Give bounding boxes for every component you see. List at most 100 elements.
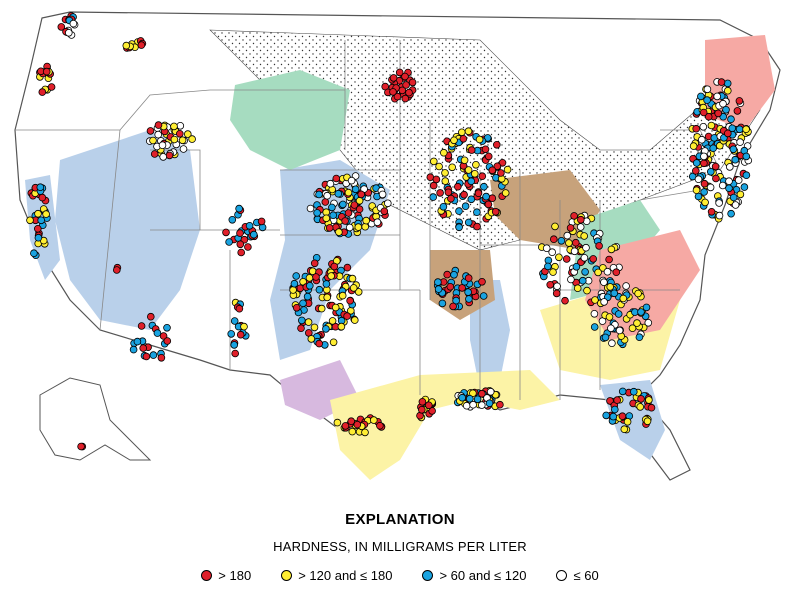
sample-point-blue: [250, 230, 258, 239]
sample-point-blue: [329, 211, 338, 220]
sample-point-blue: [245, 222, 254, 230]
sample-point-yellow: [594, 268, 602, 277]
sample-point-white: [65, 28, 73, 37]
sample-point-blue: [581, 268, 589, 276]
sample-point-blue: [723, 79, 732, 88]
sample-point-red: [157, 353, 166, 362]
sample-point-blue: [465, 295, 473, 303]
sample-point-white: [462, 401, 471, 410]
sample-point-red: [707, 208, 716, 216]
legend-label: ≤ 60: [573, 568, 599, 583]
sample-point-red: [571, 238, 580, 247]
sample-point-red: [405, 88, 413, 97]
sample-point-red: [159, 332, 168, 340]
sample-point-white: [644, 318, 653, 327]
sample-point-red: [236, 240, 245, 249]
sample-point-red: [493, 162, 502, 171]
sample-point-blue: [590, 323, 599, 331]
sample-point-blue: [458, 393, 467, 402]
sample-point-yellow: [348, 274, 357, 283]
sample-point-blue: [610, 289, 619, 298]
sample-point-blue: [735, 125, 744, 134]
sample-point-red: [492, 141, 501, 149]
sample-point-red: [346, 296, 354, 305]
sample-point-white: [306, 204, 315, 213]
sample-point-red: [296, 284, 305, 293]
sample-point-red: [700, 179, 709, 188]
sample-point-white: [718, 181, 727, 190]
sample-point-yellow: [289, 286, 297, 294]
sample-point-blue: [700, 188, 708, 196]
sample-point-red: [146, 127, 155, 135]
sample-point-blue: [230, 317, 239, 325]
sample-point-red: [401, 94, 410, 103]
sample-point-red: [478, 172, 487, 181]
sample-point-red: [444, 188, 453, 197]
sample-point-blue: [635, 333, 644, 342]
sample-point-red: [139, 344, 148, 352]
sample-point-red: [353, 420, 362, 429]
sample-point-yellow: [623, 417, 632, 426]
sample-point-red: [566, 224, 575, 232]
sample-point-red: [478, 389, 486, 398]
sample-point-yellow: [322, 214, 331, 223]
sample-point-blue: [614, 310, 623, 318]
sample-point-red: [488, 166, 497, 175]
sample-point-red: [443, 270, 452, 279]
sample-point-yellow: [645, 396, 653, 404]
sample-point-red: [589, 255, 597, 263]
sample-point-yellow: [633, 319, 641, 327]
sample-point-yellow: [607, 245, 616, 254]
sample-point-yellow: [707, 121, 716, 130]
sample-point-yellow: [338, 291, 347, 300]
sample-point-red: [549, 235, 558, 244]
legend-item-120-180: > 120 and ≤ 180: [281, 568, 392, 583]
sample-point-red: [561, 296, 569, 305]
sample-point-yellow: [634, 289, 642, 298]
sample-point-red: [357, 190, 366, 199]
sample-point-red: [478, 277, 486, 286]
sample-point-white: [176, 122, 185, 130]
sample-point-blue: [163, 323, 171, 332]
sample-point-red: [330, 262, 339, 271]
legend-label: > 60 and ≤ 120: [439, 568, 527, 583]
sample-point-red: [637, 395, 645, 403]
sample-point-red: [325, 224, 334, 232]
sample-point-white: [600, 278, 608, 287]
sample-point-red: [484, 152, 493, 161]
sample-point-yellow: [689, 142, 698, 150]
sample-point-white: [715, 199, 723, 207]
sample-point-red: [47, 83, 56, 91]
sample-point-red: [717, 78, 726, 86]
sample-point-blue: [339, 200, 347, 209]
sample-point-blue: [464, 218, 473, 227]
sample-point-blue: [642, 303, 651, 312]
sample-point-yellow: [331, 303, 340, 312]
sample-point-yellow: [573, 284, 582, 293]
sample-point-yellow: [327, 272, 336, 280]
sample-point-blue: [572, 262, 581, 271]
sample-point-red: [163, 337, 172, 345]
sample-point-red: [393, 92, 402, 101]
sample-point-blue: [465, 394, 474, 403]
sample-point-yellow: [464, 166, 473, 174]
sample-point-yellow: [170, 135, 179, 144]
sample-point-red: [376, 421, 384, 430]
sample-point-red: [142, 352, 151, 361]
sample-point-white: [725, 163, 734, 171]
sample-point-red: [481, 145, 490, 154]
sample-point-yellow: [178, 136, 187, 145]
sample-point-white: [154, 130, 163, 139]
sample-point-red: [453, 182, 462, 191]
sample-point-red: [449, 302, 457, 311]
sample-point-red: [570, 212, 578, 220]
sample-point-yellow: [448, 163, 457, 172]
sample-point-red: [77, 442, 85, 451]
sample-point-blue: [450, 270, 458, 279]
sample-point-blue: [290, 279, 299, 288]
sample-point-red: [552, 289, 561, 298]
sample-point-blue: [438, 299, 447, 308]
sample-point-white: [697, 135, 706, 144]
red-dot-icon: [201, 570, 213, 581]
sample-point-blue: [464, 288, 472, 296]
